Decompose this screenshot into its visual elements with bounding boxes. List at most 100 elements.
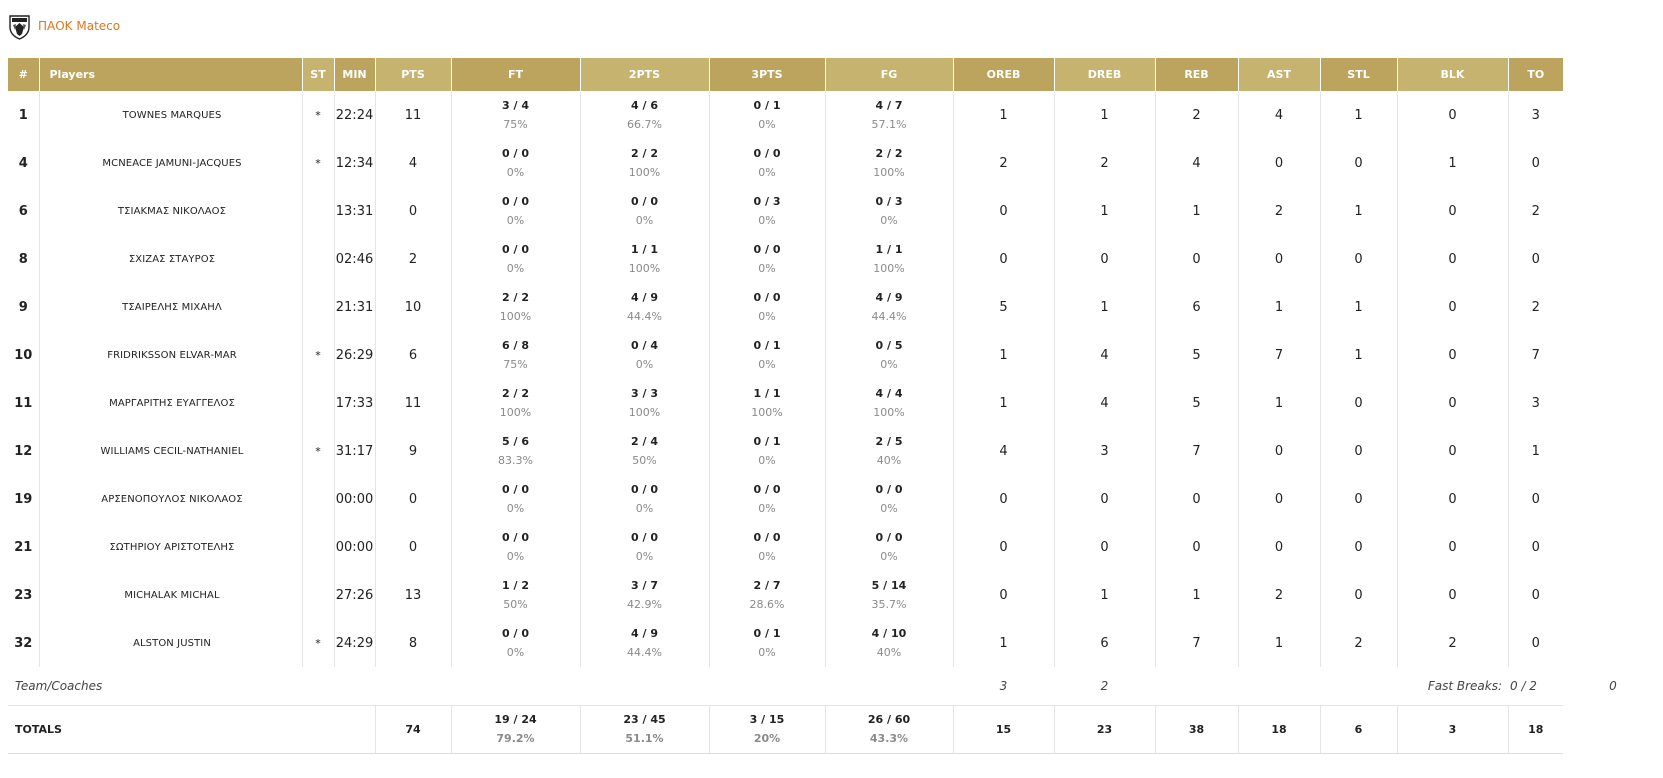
table-row: 32 ALSTON JUSTIN * 24:29 8 0 / 0 0% 4 / 9 44.4% 0… <box>8 619 1663 667</box>
player-reb: 6 <box>1155 283 1239 331</box>
player-dreb: 4 <box>1054 331 1156 379</box>
player-to: 2 <box>1531 203 1540 219</box>
player-3pts: 0 / 1 0% <box>709 427 826 475</box>
player-blk: 0 <box>1397 523 1509 571</box>
player-ast: 1 <box>1238 619 1321 667</box>
player-oreb: 2 <box>953 139 1055 187</box>
team-name[interactable]: ΠΑΟΚ Mateco <box>38 19 121 33</box>
col-header-fg[interactable]: FG <box>825 58 954 91</box>
player-stl: 1 <box>1320 283 1398 331</box>
player-stl: 0 <box>1320 427 1398 475</box>
player-2pts: 3 / 3 100% <box>580 379 710 427</box>
player-3pts: 0 / 1 0% <box>709 91 826 139</box>
player-reb: 1 <box>1155 571 1239 619</box>
player-reb: 4 <box>1155 139 1239 187</box>
player-fg: 1 / 1 100% <box>825 235 954 283</box>
col-header-to[interactable]: TO <box>1508 58 1563 91</box>
col-header-stl[interactable]: STL <box>1320 58 1398 91</box>
table-row: 9 ΤΣΑΙΡΕΛΗΣ ΜΙΧΑΗΛ 21:31 10 2 / 2 100% 4 / 9 44… <box>8 283 1663 331</box>
totals-pts: 74 <box>375 704 452 754</box>
player-name[interactable]: WILLIAMS CECIL-NATHANIEL <box>39 427 303 475</box>
player-stl: 0 <box>1320 523 1398 571</box>
totals-reb: 38 <box>1155 704 1239 754</box>
player-pts: 0 <box>375 523 452 571</box>
table-row: 8 ΣΧΙΖΑΣ ΣΤΑΥΡΟΣ 02:46 2 0 / 0 0% 1 / 1 100% 0 /… <box>8 235 1663 283</box>
player-min: 12:34 <box>334 139 376 187</box>
player-stl: 0 <box>1320 379 1398 427</box>
player-to: 3 <box>1531 107 1540 123</box>
player-fg: 0 / 5 0% <box>825 331 954 379</box>
player-min: 00:00 <box>334 523 376 571</box>
player-ast: 7 <box>1238 331 1321 379</box>
player-oreb: 0 <box>953 571 1055 619</box>
col-header-st[interactable]: ST <box>302 58 335 91</box>
player-blk: 0 <box>1397 379 1509 427</box>
player-3pts: 0 / 0 0% <box>709 475 826 523</box>
col-header-reb[interactable]: REB <box>1155 58 1239 91</box>
player-number: 1 <box>8 91 40 139</box>
player-2pts: 0 / 0 0% <box>580 523 710 571</box>
col-header-oreb[interactable]: OREB <box>953 58 1055 91</box>
player-ft: 0 / 0 0% <box>451 619 581 667</box>
col-header-ft[interactable]: FT <box>451 58 581 91</box>
player-3pts: 0 / 1 0% <box>709 331 826 379</box>
player-2pts: 2 / 2 100% <box>580 139 710 187</box>
player-stl: 1 <box>1320 187 1398 235</box>
player-blk: 0 <box>1397 331 1509 379</box>
table-row: 11 ΜΑΡΓΑΡΙΤΗΣ ΕΥΑΓΓΕΛΟΣ 17:33 11 2 / 2 100% 3 … <box>8 379 1663 427</box>
player-reb: 2 <box>1155 91 1239 139</box>
col-header-2pts[interactable]: 2PTS <box>580 58 710 91</box>
col-header-blk[interactable]: BLK <box>1397 58 1509 91</box>
player-blk: 0 <box>1397 427 1509 475</box>
player-to: 7 <box>1531 347 1540 363</box>
player-ast: 2 <box>1238 187 1321 235</box>
col-header-dreb[interactable]: DREB <box>1054 58 1156 91</box>
player-dreb: 1 <box>1054 283 1156 331</box>
player-blk: 1 <box>1397 139 1509 187</box>
player-min: 22:24 <box>334 91 376 139</box>
col-header-players[interactable]: Players <box>39 58 303 91</box>
player-name[interactable]: MICHALAK MICHAL <box>39 571 303 619</box>
player-to: 0 <box>1531 491 1540 507</box>
player-to: 0 <box>1531 155 1540 171</box>
col-header-pts[interactable]: PTS <box>375 58 452 91</box>
player-oreb: 1 <box>953 379 1055 427</box>
player-pts: 8 <box>375 619 452 667</box>
player-oreb: 1 <box>953 91 1055 139</box>
player-oreb: 0 <box>953 523 1055 571</box>
player-name[interactable]: ΣΩΤΗΡΙΟΥ ΑΡΙΣΤΟΤΕΛΗΣ <box>39 523 303 571</box>
col-header-min[interactable]: MIN <box>334 58 376 91</box>
totals-blk: 3 <box>1397 704 1509 754</box>
table-header-row: # Players ST MIN PTS FT 2PTS 3PTS FG ORE… <box>8 58 1663 91</box>
totals-row: TOTALS 74 19 / 24 79.2% 23 / 45 51.1% 3 / … <box>8 704 1663 754</box>
player-name[interactable]: ALSTON JUSTIN <box>39 619 303 667</box>
player-name[interactable]: ΜΑΡΓΑΡΙΤΗΣ ΕΥΑΓΓΕΛΟΣ <box>39 379 303 427</box>
player-blk: 0 <box>1397 475 1509 523</box>
col-header-ast[interactable]: AST <box>1238 58 1321 91</box>
col-header-number[interactable]: # <box>8 58 40 91</box>
player-ft: 6 / 8 75% <box>451 331 581 379</box>
player-dreb: 0 <box>1054 523 1156 571</box>
player-fg: 0 / 0 0% <box>825 523 954 571</box>
player-min: 31:17 <box>334 427 376 475</box>
player-number: 8 <box>8 235 40 283</box>
player-ast: 2 <box>1238 571 1321 619</box>
player-name[interactable]: ΑΡΣΕΝΟΠΟΥΛΟΣ ΝΙΚΟΛΑΟΣ <box>39 475 303 523</box>
table-row: 12 WILLIAMS CECIL-NATHANIEL * 31:17 9 5 / 6 83… <box>8 427 1663 475</box>
player-number: 9 <box>8 283 40 331</box>
player-name[interactable]: MCNEACE JAMUNI-JACQUES <box>39 139 303 187</box>
player-reb: 7 <box>1155 427 1239 475</box>
team-to: 0 <box>1609 679 1617 693</box>
player-fg: 2 / 5 40% <box>825 427 954 475</box>
player-stl: 0 <box>1320 475 1398 523</box>
player-name[interactable]: ΤΣΑΙΡΕΛΗΣ ΜΙΧΑΗΛ <box>39 283 303 331</box>
totals-dreb: 23 <box>1054 704 1156 754</box>
player-oreb: 4 <box>953 427 1055 475</box>
player-name[interactable]: ΣΧΙΖΑΣ ΣΤΑΥΡΟΣ <box>39 235 303 283</box>
player-name[interactable]: TOWNES MARQUES <box>39 91 303 139</box>
player-stl: 2 <box>1320 619 1398 667</box>
player-name[interactable]: FRIDRIKSSON ELVAR-MAR <box>39 331 303 379</box>
player-pts: 9 <box>375 427 452 475</box>
col-header-3pts[interactable]: 3PTS <box>709 58 826 91</box>
player-name[interactable]: ΤΣΙΑΚΜΑΣ ΝΙΚΟΛΑΟΣ <box>39 187 303 235</box>
